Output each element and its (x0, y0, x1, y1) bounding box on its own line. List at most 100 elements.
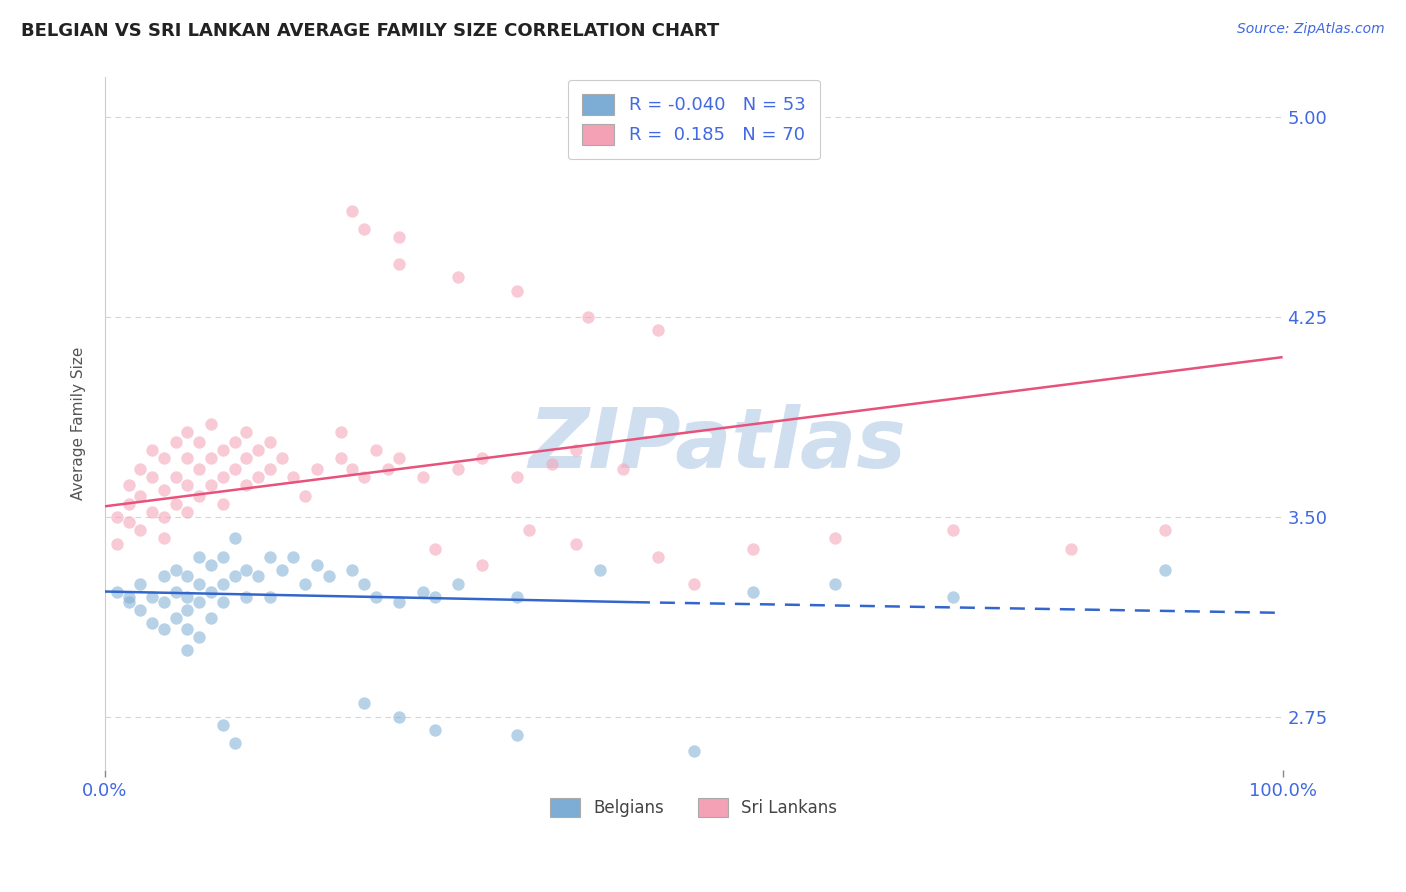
Point (270, 451, 292, 466)
Point (153, 622, 176, 636)
Point (224, 435, 246, 450)
Point (506, 284, 529, 298)
Point (305, 558, 328, 572)
Point (942, 590, 965, 604)
Point (259, 549, 281, 564)
Point (211, 576, 233, 591)
Point (305, 462, 328, 476)
Point (247, 443, 270, 458)
Point (117, 590, 139, 604)
Point (165, 497, 187, 511)
Point (188, 462, 211, 476)
Point (141, 616, 163, 631)
Point (188, 489, 211, 503)
Point (211, 595, 233, 609)
Point (176, 478, 198, 492)
Point (388, 595, 411, 609)
Point (176, 603, 198, 617)
Point (211, 549, 233, 564)
Point (224, 568, 246, 582)
Point (329, 425, 352, 439)
Point (200, 451, 222, 466)
Point (647, 549, 669, 564)
Point (224, 736, 246, 750)
Point (247, 470, 270, 484)
Point (176, 425, 198, 439)
Point (211, 497, 233, 511)
Point (188, 595, 211, 609)
Point (129, 576, 152, 591)
Point (342, 203, 364, 218)
Point (364, 443, 387, 458)
Point (1153, 563, 1175, 577)
Point (259, 435, 281, 450)
Point (588, 563, 610, 577)
Point (153, 595, 176, 609)
Point (447, 576, 470, 591)
Point (741, 541, 763, 556)
Point (447, 270, 470, 285)
Point (105, 584, 128, 599)
Point (259, 462, 281, 476)
Point (153, 568, 176, 582)
Point (117, 478, 139, 492)
Point (565, 443, 588, 458)
Point (388, 230, 411, 244)
Point (824, 531, 846, 545)
Point (423, 590, 446, 604)
Point (294, 576, 316, 591)
Point (247, 568, 270, 582)
Point (211, 717, 233, 731)
Point (342, 462, 364, 476)
Text: BELGIAN VS SRI LANKAN AVERAGE FAMILY SIZE CORRELATION CHART: BELGIAN VS SRI LANKAN AVERAGE FAMILY SIZ… (21, 22, 720, 40)
Point (235, 451, 257, 466)
Point (188, 576, 211, 591)
Text: Source: ZipAtlas.com: Source: ZipAtlas.com (1237, 22, 1385, 37)
Point (682, 744, 704, 758)
Point (294, 489, 316, 503)
Point (200, 417, 222, 431)
Point (200, 478, 222, 492)
Point (235, 563, 257, 577)
Point (224, 531, 246, 545)
Point (165, 563, 187, 577)
Point (200, 584, 222, 599)
Point (506, 728, 529, 742)
Point (364, 590, 387, 604)
Point (259, 590, 281, 604)
Point (423, 723, 446, 737)
Point (423, 541, 446, 556)
Point (176, 643, 198, 657)
Point (165, 584, 187, 599)
Point (270, 563, 292, 577)
Point (283, 470, 305, 484)
Point (200, 558, 222, 572)
Point (353, 470, 375, 484)
Point (117, 595, 139, 609)
Point (141, 443, 163, 458)
Point (517, 523, 540, 537)
Point (612, 462, 634, 476)
Point (141, 505, 163, 519)
Point (942, 523, 965, 537)
Point (682, 576, 704, 591)
Point (412, 584, 434, 599)
Point (388, 257, 411, 271)
Point (235, 478, 257, 492)
Point (283, 549, 305, 564)
Point (176, 568, 198, 582)
Point (188, 630, 211, 644)
Point (129, 462, 152, 476)
Point (141, 470, 163, 484)
Point (129, 603, 152, 617)
Point (647, 324, 669, 338)
Point (117, 497, 139, 511)
Point (188, 435, 211, 450)
Point (200, 611, 222, 625)
Point (541, 457, 564, 471)
Point (165, 470, 187, 484)
Point (388, 451, 411, 466)
Point (153, 451, 176, 466)
Point (235, 425, 257, 439)
Point (447, 462, 470, 476)
